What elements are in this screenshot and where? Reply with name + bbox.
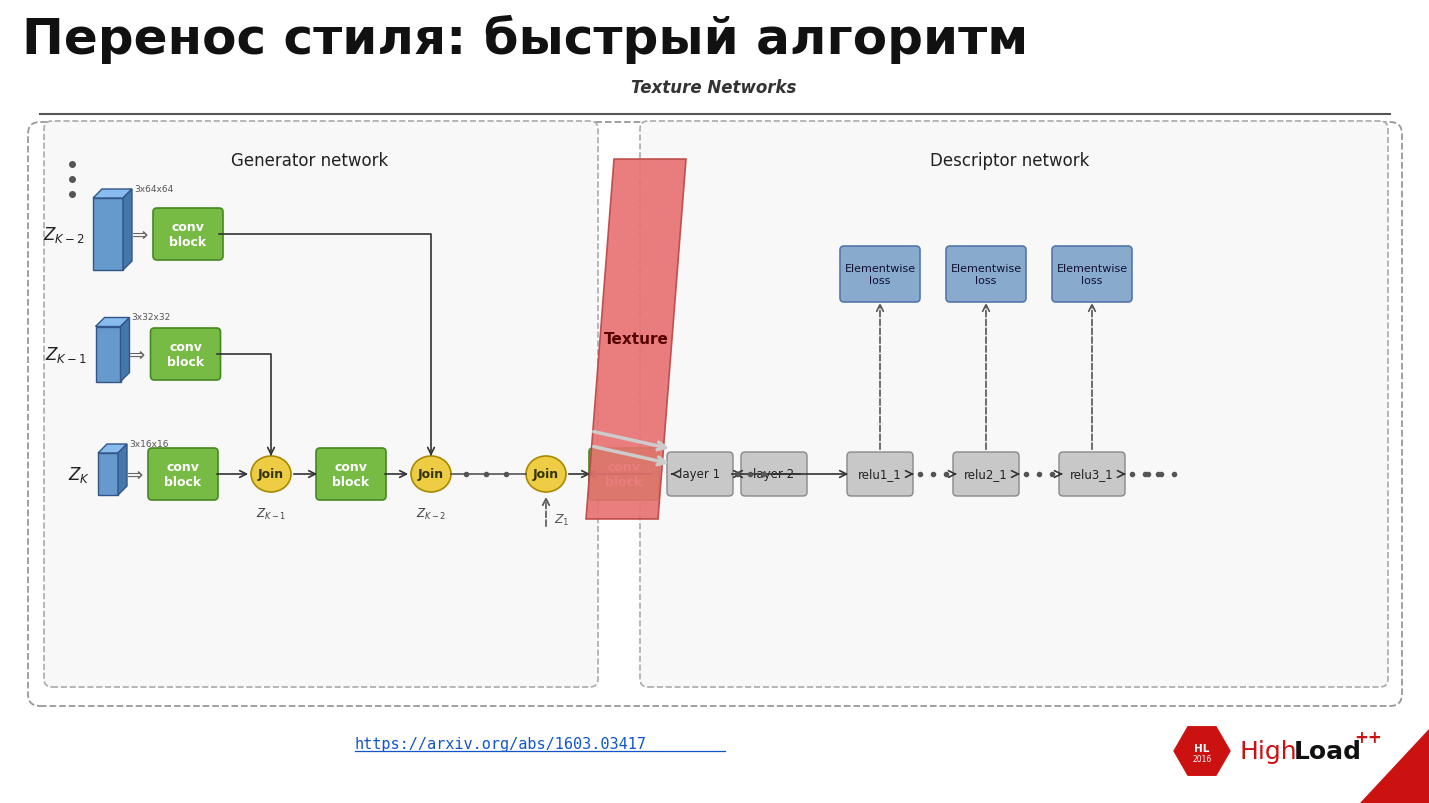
FancyBboxPatch shape	[44, 122, 597, 687]
FancyBboxPatch shape	[316, 448, 386, 500]
Polygon shape	[1360, 729, 1429, 803]
Polygon shape	[123, 190, 131, 271]
Text: ⇒: ⇒	[131, 225, 149, 244]
Polygon shape	[99, 444, 127, 454]
Text: 2016: 2016	[1192, 755, 1212, 764]
Text: Перенос стиля: быстрый алгоритм: Перенос стиля: быстрый алгоритм	[21, 15, 1029, 64]
Text: https://arxiv.org/abs/1603.03417: https://arxiv.org/abs/1603.03417	[354, 736, 647, 752]
Text: $Z_{K-2}$: $Z_{K-2}$	[43, 225, 84, 245]
Text: Texture Networks: Texture Networks	[632, 79, 797, 97]
Polygon shape	[96, 318, 130, 327]
Text: relu3_1: relu3_1	[1070, 468, 1113, 481]
FancyBboxPatch shape	[742, 452, 807, 496]
Text: Elementwise
loss: Elementwise loss	[845, 264, 916, 285]
Ellipse shape	[252, 456, 292, 492]
Text: $Z_1$: $Z_1$	[554, 512, 570, 527]
FancyBboxPatch shape	[847, 452, 913, 496]
Polygon shape	[96, 327, 120, 382]
Text: Join: Join	[417, 468, 444, 481]
Text: HL: HL	[1195, 743, 1210, 753]
FancyBboxPatch shape	[589, 448, 659, 500]
Polygon shape	[93, 190, 131, 199]
Text: conv
block: conv block	[170, 221, 207, 249]
Ellipse shape	[526, 456, 566, 492]
Polygon shape	[119, 444, 127, 495]
Text: conv
block: conv block	[167, 340, 204, 369]
Text: relu1_1: relu1_1	[859, 468, 902, 481]
FancyBboxPatch shape	[953, 452, 1019, 496]
Polygon shape	[93, 199, 123, 271]
Text: conv
block: conv block	[164, 460, 201, 488]
Text: $Z_K$: $Z_K$	[67, 464, 90, 484]
Text: ⇒: ⇒	[129, 345, 146, 364]
Text: $Z_{K-1}$: $Z_{K-1}$	[256, 507, 286, 521]
Text: High: High	[1240, 739, 1298, 763]
Text: Texture: Texture	[603, 332, 669, 347]
Text: Elementwise
loss: Elementwise loss	[950, 264, 1022, 285]
Text: Generator network: Generator network	[231, 152, 389, 169]
FancyBboxPatch shape	[1059, 452, 1125, 496]
FancyBboxPatch shape	[946, 247, 1026, 303]
Text: Descriptor network: Descriptor network	[930, 152, 1090, 169]
Text: Join: Join	[533, 468, 559, 481]
FancyBboxPatch shape	[29, 123, 1402, 706]
Text: layer 1: layer 1	[679, 468, 720, 481]
Text: Load: Load	[1295, 739, 1362, 763]
FancyBboxPatch shape	[840, 247, 920, 303]
Text: Join: Join	[259, 468, 284, 481]
Text: ++: ++	[1355, 728, 1382, 746]
Polygon shape	[99, 454, 119, 495]
FancyBboxPatch shape	[149, 448, 219, 500]
FancyBboxPatch shape	[150, 328, 220, 381]
Text: 3x64x64: 3x64x64	[134, 185, 173, 194]
Polygon shape	[586, 160, 686, 520]
Text: layer 2: layer 2	[753, 468, 795, 481]
Text: conv
block: conv block	[333, 460, 370, 488]
Text: relu2_1: relu2_1	[965, 468, 1007, 481]
Polygon shape	[120, 318, 130, 382]
FancyBboxPatch shape	[640, 122, 1388, 687]
Text: Elementwise
loss: Elementwise loss	[1056, 264, 1127, 285]
FancyBboxPatch shape	[667, 452, 733, 496]
Text: conv
block: conv block	[606, 460, 643, 488]
FancyBboxPatch shape	[1052, 247, 1132, 303]
Text: $Z_{K-2}$: $Z_{K-2}$	[416, 507, 446, 521]
FancyBboxPatch shape	[153, 209, 223, 261]
Text: 3x32x32: 3x32x32	[131, 313, 170, 322]
Text: $Z_{K-1}$: $Z_{K-1}$	[46, 344, 87, 365]
Text: ⇒: ⇒	[127, 465, 143, 484]
Ellipse shape	[412, 456, 452, 492]
Text: 3x16x16: 3x16x16	[129, 439, 169, 448]
